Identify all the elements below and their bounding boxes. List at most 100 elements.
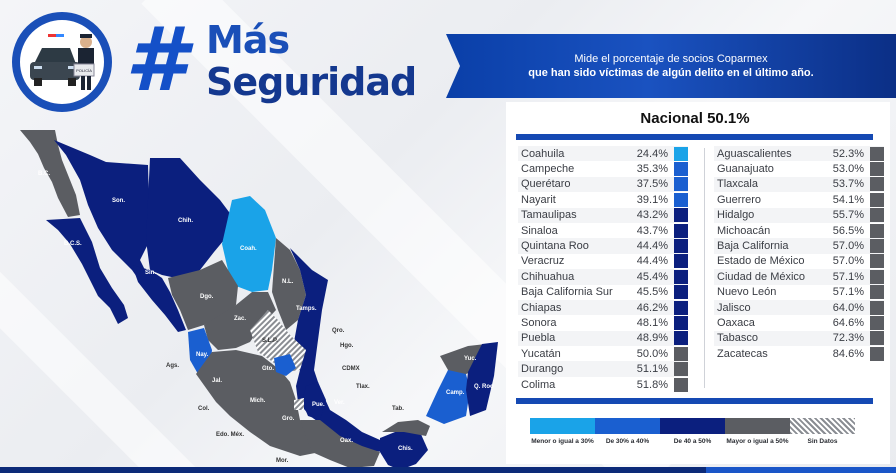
legend-label: Menor o igual a 30% [531, 438, 594, 445]
table-row: Colima 51.8% [518, 377, 688, 392]
map-label-cdmx: CDMX [342, 366, 360, 372]
state-queretaro[interactable] [274, 354, 296, 376]
state-quintana-roo[interactable] [466, 342, 498, 416]
state-morelos[interactable] [294, 398, 304, 410]
state-percentage: 56.5% [832, 224, 864, 237]
state-baja-california-sur[interactable] [46, 218, 128, 324]
table-row: Guerrero 54.1% [714, 192, 884, 207]
table-row: Michoacán 56.5% [714, 223, 884, 238]
state-baja-california[interactable] [20, 130, 80, 217]
table-row: Tamaulipas 43.2% [518, 207, 688, 223]
state-campeche[interactable] [426, 366, 470, 424]
state-name: Querétaro [521, 178, 571, 191]
table-row: Zacatecas 84.6% [714, 346, 884, 361]
state-san-luis-potosi[interactable] [250, 310, 306, 372]
state-name: Chiapas [521, 301, 562, 314]
footer-accent [706, 467, 896, 473]
legend-label: De 30% a 40% [605, 438, 650, 445]
table-row: Chihuahua 45.4% [518, 269, 688, 285]
table-row: Tlaxcala 53.7% [714, 176, 884, 193]
state-durango[interactable] [168, 260, 238, 330]
state-jalisco-michoacan-guerrero[interactable] [196, 350, 330, 456]
state-percentage: 51.1% [636, 363, 668, 376]
state-tabasco[interactable] [382, 420, 430, 436]
state-chihuahua[interactable] [146, 158, 232, 278]
legend-swatch [725, 418, 790, 434]
table-row: Estado de México 57.0% [714, 254, 884, 269]
state-name: Colima [521, 378, 556, 391]
state-zacatecas[interactable] [204, 292, 276, 350]
table-row: Aguascalientes 52.3% [714, 146, 884, 162]
state-name: Ciudad de México [717, 270, 806, 283]
category-swatch [870, 346, 884, 361]
state-name: Sinaloa [521, 224, 558, 237]
table-row: Veracruz 44.4% [518, 254, 688, 269]
state-tamaulipas[interactable] [290, 248, 328, 370]
map-label-ver: Ver. [334, 400, 345, 406]
state-name: Michoacán [717, 224, 771, 237]
table-row: Durango 51.1% [518, 361, 688, 377]
state-percentage: 53.0% [832, 163, 864, 176]
category-swatch [674, 146, 688, 161]
state-name: Chihuahua [521, 270, 575, 283]
table-row: Quintana Roo 44.4% [518, 238, 688, 254]
category-swatch [674, 223, 688, 238]
map-label-nl: N.L. [282, 279, 294, 285]
state-puebla[interactable] [302, 382, 326, 420]
state-coahuila[interactable] [222, 196, 276, 292]
state-name: Baja California [717, 240, 789, 253]
state-sinaloa[interactable] [132, 265, 186, 332]
category-swatch [674, 362, 688, 377]
page-title-line1: Más [206, 18, 290, 62]
state-percentage: 50.0% [636, 347, 668, 360]
category-swatch [870, 192, 884, 207]
state-name: Nuevo León [717, 286, 777, 299]
legend-swatch [790, 418, 855, 434]
state-percentage: 46.2% [636, 301, 668, 314]
table-row: Jalisco 64.0% [714, 299, 884, 316]
header-divider-bar [516, 134, 873, 140]
category-swatch [870, 162, 884, 177]
state-percentage: 39.1% [636, 193, 668, 206]
state-name: Guanajuato [717, 163, 774, 176]
map-label-coah: Coah. [240, 246, 257, 252]
state-name: Jalisco [717, 301, 751, 314]
legend-item: Sin Datos [790, 418, 855, 446]
hashtag-icon: # [125, 8, 186, 111]
state-sonora[interactable] [54, 140, 150, 290]
state-name: Campeche [521, 163, 575, 176]
map-label-oax: Oax. [340, 438, 353, 444]
legend-label: De 40 a 50% [673, 438, 712, 445]
category-swatch [870, 254, 884, 269]
map-label-nay: Nay. [196, 352, 209, 358]
table-row: Baja California Sur 45.5% [518, 285, 688, 300]
map-label-bc: B.C. [38, 171, 50, 177]
state-name: Estado de México [717, 255, 805, 268]
results-panel: Nacional 50.1% Coahuila 24.4% Campeche 35.3… [506, 102, 890, 464]
state-chiapas[interactable] [380, 430, 428, 470]
map-legend: Menor o igual a 30% De 30% a 40% De 40 a 5… [530, 418, 855, 446]
state-percentage: 44.4% [636, 255, 668, 268]
category-swatch [870, 315, 884, 330]
ribbon-line2: que han sido víctimas de algún delito en… [528, 67, 814, 79]
table-row: Puebla 48.9% [518, 330, 688, 347]
map-label-qroo: Q. Roo [474, 384, 494, 390]
svg-text:POLICÍA: POLICÍA [76, 68, 92, 73]
category-swatch [674, 208, 688, 223]
category-swatch [674, 377, 688, 392]
mexico-map: B.C. B.C.S. Son. Chih. Sin. Coah. N.L. T… [20, 130, 498, 470]
column-divider [704, 148, 705, 388]
table-row: Oaxaca 64.6% [714, 315, 884, 330]
category-swatch [870, 239, 884, 254]
map-label-tlax: Tlax. [356, 384, 370, 390]
state-nuevo-leon[interactable] [272, 238, 306, 330]
state-percentage: 54.1% [832, 193, 864, 206]
page-title-line2: Seguridad [206, 60, 417, 104]
state-percentage: 43.7% [636, 224, 668, 237]
table-row: Sinaloa 43.7% [518, 223, 688, 238]
state-name: Sonora [521, 316, 557, 329]
state-percentage: 45.5% [636, 286, 668, 299]
state-oaxaca[interactable] [300, 420, 380, 468]
state-name: Oaxaca [717, 316, 755, 329]
table-row: Hidalgo 55.7% [714, 207, 884, 223]
